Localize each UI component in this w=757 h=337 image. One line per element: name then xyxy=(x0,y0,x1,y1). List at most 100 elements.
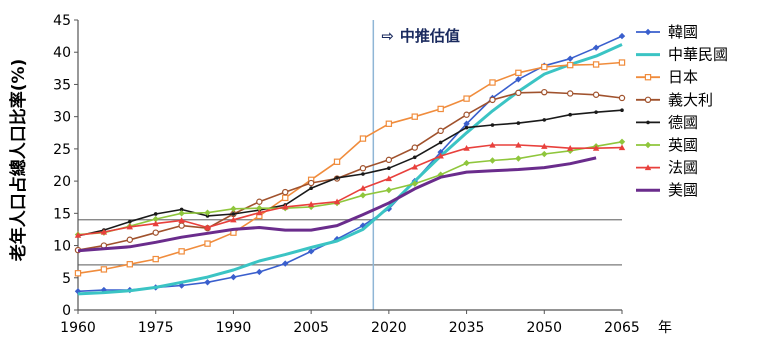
data-point xyxy=(438,140,443,145)
y-tick-label: 5 xyxy=(62,271,71,287)
data-point xyxy=(256,268,263,276)
projection-annotation: ⇨ 中推估值 xyxy=(381,27,460,45)
data-point xyxy=(359,185,367,191)
data-point xyxy=(230,273,237,281)
data-point xyxy=(152,220,159,227)
legend-label: 美國 xyxy=(668,181,698,199)
data-point xyxy=(256,204,263,212)
data-point xyxy=(618,59,626,66)
data-point xyxy=(178,210,185,217)
data-point xyxy=(463,111,470,118)
data-point xyxy=(128,219,132,224)
data-point xyxy=(644,73,652,81)
y-axis-label: 老年人口占總人口比率(%) xyxy=(8,59,29,263)
series-line-7 xyxy=(77,156,597,253)
data-point xyxy=(618,32,626,40)
series-line-4 xyxy=(77,109,623,237)
data-point xyxy=(385,175,393,182)
arrow-icon: ⇨ xyxy=(381,27,394,45)
data-point xyxy=(230,205,237,213)
data-point xyxy=(437,148,444,156)
data-point xyxy=(282,203,289,210)
tick-labels: 0 5 10 15 20 25 30 35 40 45 1960 1975 1990 2005 2020 20… xyxy=(53,13,640,336)
data-point xyxy=(411,163,418,170)
legend-label: 義大利 xyxy=(668,91,713,109)
data-point xyxy=(333,198,341,205)
data-point xyxy=(204,209,211,216)
data-point xyxy=(411,180,418,187)
data-point xyxy=(437,152,444,159)
legend-label: 日本 xyxy=(668,68,698,86)
y-tick-label: 30 xyxy=(53,110,71,126)
data-point xyxy=(412,155,417,160)
data-point xyxy=(463,145,470,151)
data-point xyxy=(385,186,393,194)
data-point xyxy=(437,105,444,113)
data-point xyxy=(178,222,185,229)
data-point xyxy=(204,224,211,231)
data-point xyxy=(463,120,470,127)
data-point xyxy=(644,28,652,36)
data-point xyxy=(592,44,600,51)
legend-item-5: 英國 xyxy=(636,136,698,154)
x-tick-label: 2065 xyxy=(604,320,640,336)
axes xyxy=(77,20,622,311)
data-point xyxy=(178,248,185,255)
legend-item-0: 韓國 xyxy=(636,23,698,41)
data-point xyxy=(463,159,470,167)
data-point xyxy=(411,113,418,120)
data-point xyxy=(566,61,574,69)
data-point xyxy=(230,216,237,223)
series-line-1 xyxy=(77,43,623,296)
data-point xyxy=(179,207,184,212)
data-point xyxy=(100,266,108,273)
data-point xyxy=(594,110,598,114)
data-point xyxy=(464,125,469,130)
data-point xyxy=(282,260,289,267)
y-tick-label: 15 xyxy=(53,206,71,222)
y-tick-label: 45 xyxy=(53,13,71,29)
y-tick-label: 20 xyxy=(53,174,71,190)
x-axis-label: 年 xyxy=(658,320,672,336)
legend-item-6: 法國 xyxy=(636,159,698,177)
series-3 xyxy=(74,88,626,254)
data-point xyxy=(618,144,626,151)
data-point xyxy=(204,240,211,247)
data-point xyxy=(568,112,572,117)
data-point xyxy=(359,192,367,199)
data-point xyxy=(74,232,82,238)
y-tick-label: 0 xyxy=(62,303,71,319)
x-tick-label: 1975 xyxy=(138,320,174,336)
data-point xyxy=(204,279,211,286)
x-tick-label: 2035 xyxy=(449,320,485,336)
legend-label: 中華民國 xyxy=(668,46,728,64)
data-point xyxy=(335,176,339,180)
data-point xyxy=(178,282,185,289)
data-point xyxy=(385,156,393,164)
x-tick-label: 1990 xyxy=(216,320,252,336)
data-point xyxy=(541,63,548,71)
data-point xyxy=(644,141,652,149)
data-point xyxy=(592,91,600,98)
data-point xyxy=(515,141,522,148)
legend-item-7: 美國 xyxy=(636,181,698,199)
series-0 xyxy=(74,32,626,295)
data-point xyxy=(385,120,393,127)
data-point xyxy=(490,123,495,127)
data-point xyxy=(307,179,315,187)
data-point xyxy=(515,155,522,162)
data-point xyxy=(333,158,341,165)
data-point xyxy=(541,88,548,96)
data-point xyxy=(592,61,600,68)
data-point xyxy=(644,164,652,171)
data-point xyxy=(618,94,626,102)
data-point xyxy=(542,118,547,122)
series-6 xyxy=(74,141,626,238)
axis-labels: 老年人口占總人口比率(%) 年 xyxy=(8,59,672,336)
series-line-2 xyxy=(77,61,623,275)
data-point xyxy=(152,229,159,236)
data-point xyxy=(152,215,159,223)
data-point xyxy=(256,198,263,205)
legend-item-4: 德國 xyxy=(636,113,698,131)
